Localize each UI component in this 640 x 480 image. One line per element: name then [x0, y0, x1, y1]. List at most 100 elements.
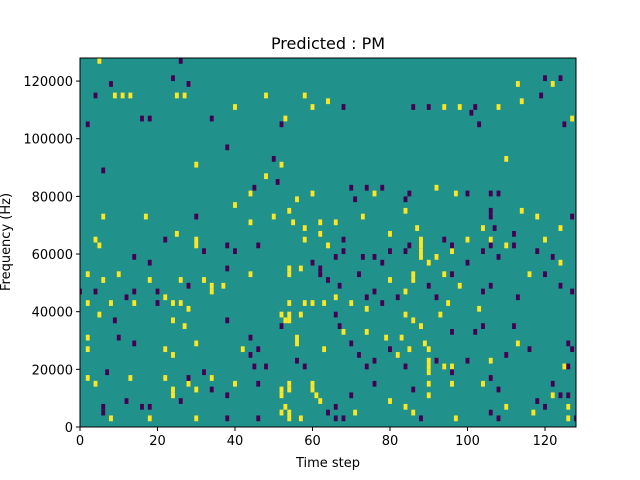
heatmap-cell-high	[283, 403, 288, 410]
heatmap-cell-low	[380, 259, 385, 266]
heatmap-cell-low	[465, 357, 470, 364]
heatmap-cell-low	[543, 403, 547, 410]
heatmap-cell-low	[566, 363, 571, 370]
y-tick-label: 20000	[32, 363, 73, 378]
heatmap-cell-high	[519, 98, 524, 105]
heatmap-cell-high	[302, 300, 307, 306]
heatmap-cell-low	[442, 236, 447, 243]
heatmap-cell-high	[147, 277, 152, 283]
heatmap-cell-low	[202, 369, 206, 376]
heatmap-cell-low	[124, 294, 129, 301]
heatmap-cell-high	[434, 184, 439, 191]
heatmap-cell-low	[93, 92, 98, 99]
heatmap-cell-low	[360, 254, 365, 260]
heatmap-cell-low	[512, 242, 516, 249]
heatmap-cell-low	[488, 375, 493, 381]
heatmap-cell-high	[515, 340, 520, 347]
heatmap-cell-low	[380, 184, 385, 191]
heatmap-cell-low	[353, 196, 358, 203]
heatmap-cell-low	[357, 352, 361, 358]
heatmap-cell-low	[570, 213, 575, 220]
heatmap-cell-high	[194, 242, 199, 249]
heatmap-cell-high	[318, 219, 323, 226]
heatmap-cell-low	[488, 207, 493, 214]
heatmap-cell-high	[442, 271, 447, 278]
heatmap-cell-low	[411, 386, 416, 393]
heatmap-cell-high	[97, 58, 102, 64]
heatmap-cell-high	[298, 415, 303, 422]
heatmap-cell-high	[519, 207, 524, 214]
heatmap-cell-high	[322, 346, 327, 353]
heatmap-cell-low	[419, 415, 423, 422]
x-tick-label: 40	[227, 434, 244, 449]
x-tick-label: 100	[455, 434, 480, 449]
heatmap-cell-low	[364, 363, 369, 370]
heatmap-cell-high	[310, 300, 315, 306]
heatmap-cell-low	[488, 242, 493, 249]
heatmap-cell-high	[411, 409, 416, 416]
heatmap-cell-high	[287, 317, 292, 324]
heatmap-cell-low	[341, 415, 346, 422]
y-tick-label: 60000	[32, 248, 73, 263]
heatmap-cell-high	[186, 305, 191, 312]
heatmap-cell-high	[438, 311, 443, 318]
heatmap-cell-high	[399, 334, 404, 341]
heatmap-cell-high	[279, 409, 284, 416]
heatmap-cell-low	[496, 190, 501, 197]
heatmap-cell-low	[132, 254, 137, 260]
heatmap-cell-high	[457, 282, 462, 289]
heatmap-cell-low	[318, 265, 323, 272]
heatmap-cell-high	[186, 380, 191, 387]
heatmap-cell-high	[453, 190, 458, 197]
heatmap-cell-low	[504, 352, 509, 358]
heatmap-cell-low	[558, 392, 563, 399]
heatmap-cell-low	[163, 236, 168, 243]
heatmap-cell-low	[248, 334, 253, 341]
heatmap-cell-low	[388, 248, 392, 255]
heatmap-cell-low	[112, 317, 117, 324]
heatmap-cell-low	[132, 288, 137, 295]
y-axis-label: Frequency (Hz)	[0, 193, 14, 291]
heatmap-cell-low	[310, 259, 315, 266]
heatmap-cell-high	[171, 317, 175, 324]
heatmap-cell-low	[469, 109, 474, 116]
heatmap-cell-low	[357, 271, 361, 278]
heatmap-cell-high	[477, 305, 482, 312]
heatmap-cell-high	[333, 219, 338, 226]
heatmap-cell-low	[566, 340, 571, 347]
heatmap-cell-low	[496, 386, 501, 393]
heatmap-cell-high	[295, 340, 299, 347]
heatmap-cell-low	[481, 323, 485, 329]
heatmap-cell-high	[264, 92, 268, 99]
heatmap-cell-high	[543, 236, 547, 243]
heatmap-cell-low	[225, 265, 230, 272]
heatmap-cell-high	[178, 300, 183, 306]
heatmap-cell-high	[194, 340, 199, 347]
heatmap-cell-low	[93, 288, 98, 295]
heatmap-cell-high	[298, 311, 303, 318]
heatmap-cell-low	[147, 259, 152, 266]
heatmap-cell-high	[349, 300, 354, 306]
heatmap-cell-high	[442, 104, 447, 110]
heatmap-cell-high	[291, 219, 296, 226]
plot-frame	[79, 57, 577, 428]
heatmap-cell-low	[140, 403, 144, 410]
heatmap-cell-low	[178, 398, 183, 404]
heatmap-cell-low	[434, 294, 439, 301]
heatmap-cell-high	[403, 311, 408, 318]
heatmap-cell-low	[147, 115, 152, 122]
heatmap-cell-high	[248, 219, 253, 226]
heatmap-cell-low	[515, 294, 520, 301]
heatmap-cell-high	[333, 294, 338, 301]
heatmap-cell-high	[426, 369, 431, 376]
heatmap-cell-high	[411, 277, 416, 283]
heatmap-cell-low	[155, 288, 160, 295]
heatmap-cell-low	[333, 311, 338, 318]
x-tick-label: 80	[382, 434, 399, 449]
heatmap-cell-high	[488, 236, 493, 243]
heatmap-cell-high	[182, 92, 187, 99]
heatmap-cell-high	[163, 294, 168, 301]
y-tick-label: 0	[65, 421, 73, 436]
heatmap-cell-high	[85, 300, 90, 306]
